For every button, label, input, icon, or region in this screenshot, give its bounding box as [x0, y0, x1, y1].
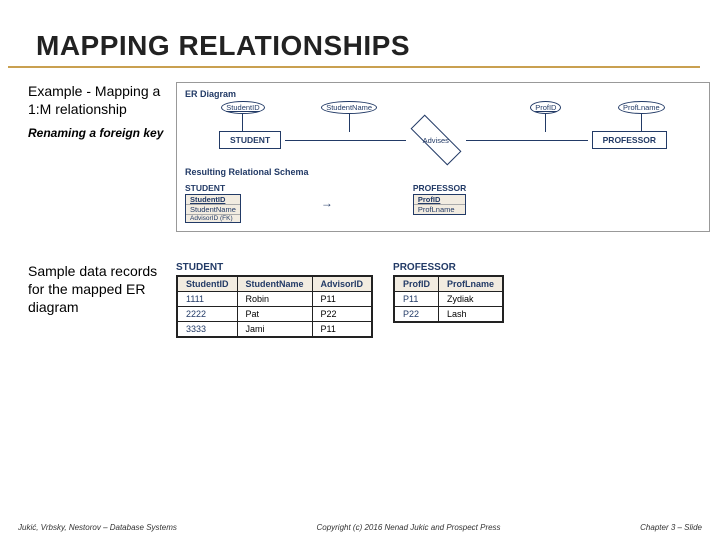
schema-student: STUDENT StudentID StudentName AdvisorID … [185, 183, 241, 223]
footer-left: Jukić, Vrbsky, Nestorov – Database Syste… [18, 523, 177, 532]
schema-section-label: Resulting Relational Schema [185, 167, 701, 177]
schema-row: STUDENT StudentID StudentName AdvisorID … [185, 183, 701, 223]
schema-professor: PROFESSOR ProfID ProfLname [413, 183, 466, 215]
er-section-label: ER Diagram [185, 89, 701, 99]
col-header: StudentName [237, 276, 312, 292]
fk-arrow-icon: → [321, 196, 333, 210]
example-line: Example - Mapping a 1:M relationship [28, 82, 168, 118]
schema-prof-pk: ProfID [414, 195, 465, 205]
example-text: Example - Mapping a 1:M relationship Ren… [28, 82, 168, 232]
table-row: 1111RobinP11 [177, 292, 372, 307]
table-row: P22Lash [394, 307, 503, 323]
table-row: 2222PatP22 [177, 307, 372, 322]
table-row: StudentID StudentName AdvisorID [177, 276, 372, 292]
col-header: ProfLname [439, 276, 504, 292]
entity-professor: PROFESSOR [592, 131, 667, 149]
footer-right: Chapter 3 – Slide [640, 523, 702, 532]
attr-studentname: StudentName [321, 101, 377, 114]
schema-student-col: StudentName [186, 205, 240, 215]
er-entity-row: STUDENT Advises PROFESSOR [185, 127, 701, 153]
col-header: StudentID [177, 276, 237, 292]
er-figure: ER Diagram StudentID StudentName ProfID … [176, 82, 710, 232]
professor-table-wrap: PROFESSOR ProfID ProfLname P11Zydiak P22… [393, 262, 504, 323]
sample-label: Sample data records for the mapped ER di… [28, 262, 168, 338]
example-sub: Renaming a foreign key [28, 126, 168, 142]
col-header: ProfID [394, 276, 439, 292]
col-header: AdvisorID [312, 276, 372, 292]
page-title: MAPPING RELATIONSHIPS [8, 0, 700, 68]
schema-prof-title: PROFESSOR [413, 183, 466, 193]
footer-center: Copyright (c) 2016 Nenad Jukic and Prosp… [316, 523, 500, 532]
professor-table: ProfID ProfLname P11Zydiak P22Lash [393, 275, 504, 323]
schema-student-pk: StudentID [186, 195, 240, 205]
attr-studentid: StudentID [221, 101, 264, 114]
sample-tables: STUDENT StudentID StudentName AdvisorID … [176, 262, 504, 338]
attr-proflname: ProfLname [618, 101, 665, 114]
schema-student-fk: AdvisorID (FK) [186, 215, 240, 222]
table-row: 3333JamiP11 [177, 322, 372, 338]
table-row: P11Zydiak [394, 292, 503, 307]
student-table-title: STUDENT [176, 262, 373, 273]
student-table: StudentID StudentName AdvisorID 1111Robi… [176, 275, 373, 338]
professor-table-title: PROFESSOR [393, 262, 504, 273]
table-row: ProfID ProfLname [394, 276, 503, 292]
attr-profid: ProfID [530, 101, 561, 114]
upper-row: Example - Mapping a 1:M relationship Ren… [0, 78, 720, 232]
student-table-wrap: STUDENT StudentID StudentName AdvisorID … [176, 262, 373, 338]
footer: Jukić, Vrbsky, Nestorov – Database Syste… [0, 523, 720, 532]
entity-student: STUDENT [219, 131, 281, 149]
lower-row: Sample data records for the mapped ER di… [0, 232, 720, 338]
schema-student-title: STUDENT [185, 183, 241, 193]
er-attr-row: StudentID StudentName ProfID ProfLname [185, 103, 701, 129]
schema-prof-col: ProfLname [414, 205, 465, 214]
